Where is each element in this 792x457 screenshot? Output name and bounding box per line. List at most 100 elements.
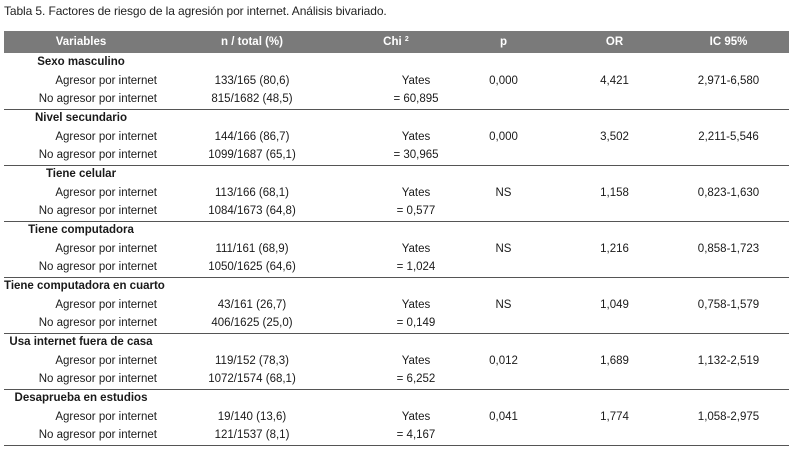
empty-cell: [668, 333, 789, 351]
table-group: Usa internet fuera de casa Agresor por i…: [4, 333, 789, 389]
p-cell: 0,000: [489, 130, 518, 143]
group-title-row: Desaprueba en estudios: [4, 389, 789, 407]
empty-cell: [561, 389, 668, 407]
header-chi: Chi 2: [346, 31, 446, 53]
group-title: Desaprueba en estudios: [14, 392, 148, 405]
table-row: Agresor por internet 144/166 (86,7) Yate…: [4, 127, 789, 146]
p-cell: NS: [495, 298, 512, 311]
empty-cell: [668, 146, 789, 165]
group-title: Sexo masculino: [37, 56, 125, 68]
group-title-row: Tiene celular: [4, 165, 789, 183]
ic-cell: 1,058-2,975: [697, 410, 760, 423]
empty-cell: [158, 165, 346, 183]
table-row: Agresor por internet 111/161 (68,9) Yate…: [4, 239, 789, 258]
group-title-row: Tiene computadora en cuarto: [4, 277, 789, 295]
variable-label: Agresor por internet: [55, 354, 157, 367]
empty-cell: [346, 221, 446, 239]
empty-cell: [561, 202, 668, 221]
empty-cell: [446, 370, 561, 389]
header-variables: Variables: [55, 36, 107, 48]
empty-cell: [158, 221, 346, 239]
table-row: Agresor por internet 119/152 (78,3) Yate…: [4, 351, 789, 370]
empty-cell: [668, 202, 789, 221]
table-row: Agresor por internet 43/161 (26,7) Yates…: [4, 295, 789, 314]
table-caption: Tabla 5. Factores de riesgo de la agresi…: [4, 4, 387, 18]
p-cell: NS: [495, 242, 512, 255]
table-row: No agresor por internet 1084/1673 (64,8)…: [4, 202, 789, 221]
table-group: Tiene computadora Agresor por internet 1…: [4, 221, 789, 277]
ic-cell: 1,132-2,519: [697, 354, 760, 367]
n-total-cell: 19/140 (13,6): [217, 410, 287, 423]
table-group: Sexo masculino Agresor por internet 133/…: [4, 53, 789, 109]
empty-cell: [668, 109, 789, 127]
table-row: Agresor por internet 133/165 (80,6) Yate…: [4, 71, 789, 90]
group-title: Tiene computadora en cuarto: [4, 280, 165, 293]
chi-cell: Yates: [401, 298, 431, 311]
risk-factors-table: Variables n / total (%) Chi 2 p OR IC 95…: [4, 31, 789, 446]
table-group: Tiene computadora en cuarto Agresor por …: [4, 277, 789, 333]
table-group: Nivel secundario Agresor por internet 14…: [4, 109, 789, 165]
header-row: Variables n / total (%) Chi 2 p OR IC 95…: [4, 31, 789, 53]
ic-cell: 2,971-6,580: [697, 74, 760, 87]
empty-cell: [668, 53, 789, 71]
chi-cell: = 6,252: [396, 373, 436, 386]
table-row: No agresor por internet 406/1625 (25,0) …: [4, 314, 789, 333]
n-total-cell: 1099/1687 (65,1): [208, 149, 296, 162]
empty-cell: [446, 221, 561, 239]
empty-cell: [668, 314, 789, 333]
n-total-cell: 815/1682 (48,5): [211, 93, 293, 106]
empty-cell: [446, 90, 561, 109]
ic-cell: 0,823-1,630: [697, 186, 760, 199]
empty-cell: [668, 426, 789, 445]
variable-label: Agresor por internet: [55, 298, 157, 311]
empty-cell: [446, 165, 561, 183]
empty-cell: [446, 277, 561, 295]
empty-cell: [346, 109, 446, 127]
group-title-row: Sexo masculino: [4, 53, 789, 71]
empty-cell: [561, 333, 668, 351]
empty-cell: [561, 370, 668, 389]
empty-cell: [561, 146, 668, 165]
n-total-cell: 1072/1574 (68,1): [208, 373, 296, 386]
empty-cell: [668, 277, 789, 295]
header-chi-label: Chi: [383, 36, 402, 48]
p-cell: NS: [495, 186, 512, 199]
empty-cell: [446, 389, 561, 407]
n-total-cell: 43/161 (26,7): [217, 298, 287, 311]
variable-label: No agresor por internet: [38, 429, 157, 442]
chi-cell: = 60,895: [393, 93, 439, 106]
empty-cell: [158, 277, 346, 295]
empty-cell: [561, 165, 668, 183]
header-or: OR: [605, 36, 624, 48]
variable-label: No agresor por internet: [38, 149, 157, 162]
empty-cell: [561, 314, 668, 333]
chi-cell: = 30,965: [393, 149, 439, 162]
table-group: Tiene celular Agresor por internet 113/1…: [4, 165, 789, 221]
variable-label: No agresor por internet: [38, 317, 157, 330]
or-cell: 1,689: [600, 354, 629, 367]
empty-cell: [158, 389, 346, 407]
ic-cell: 0,858-1,723: [697, 242, 760, 255]
empty-cell: [346, 277, 446, 295]
or-cell: 1,049: [600, 298, 629, 311]
empty-cell: [446, 258, 561, 277]
or-cell: 3,502: [600, 130, 629, 143]
n-total-cell: 111/161 (68,9): [215, 242, 289, 255]
group-title-row: Nivel secundario: [4, 109, 789, 127]
variable-label: No agresor por internet: [38, 373, 157, 386]
table-row: No agresor por internet 815/1682 (48,5) …: [4, 90, 789, 109]
variable-label: No agresor por internet: [38, 261, 157, 274]
group-title-row: Tiene computadora: [4, 221, 789, 239]
header-n-total: n / total (%): [221, 36, 283, 48]
variable-label: No agresor por internet: [38, 205, 157, 218]
empty-cell: [446, 202, 561, 221]
variable-label: No agresor por internet: [38, 93, 157, 106]
n-total-cell: 406/1625 (25,0): [211, 317, 293, 330]
empty-cell: [668, 370, 789, 389]
or-cell: 1,774: [600, 410, 629, 423]
table-group: Desaprueba en estudios Agresor por inter…: [4, 389, 789, 445]
group-title: Nivel secundario: [34, 112, 128, 125]
empty-cell: [346, 389, 446, 407]
empty-cell: [158, 333, 346, 351]
